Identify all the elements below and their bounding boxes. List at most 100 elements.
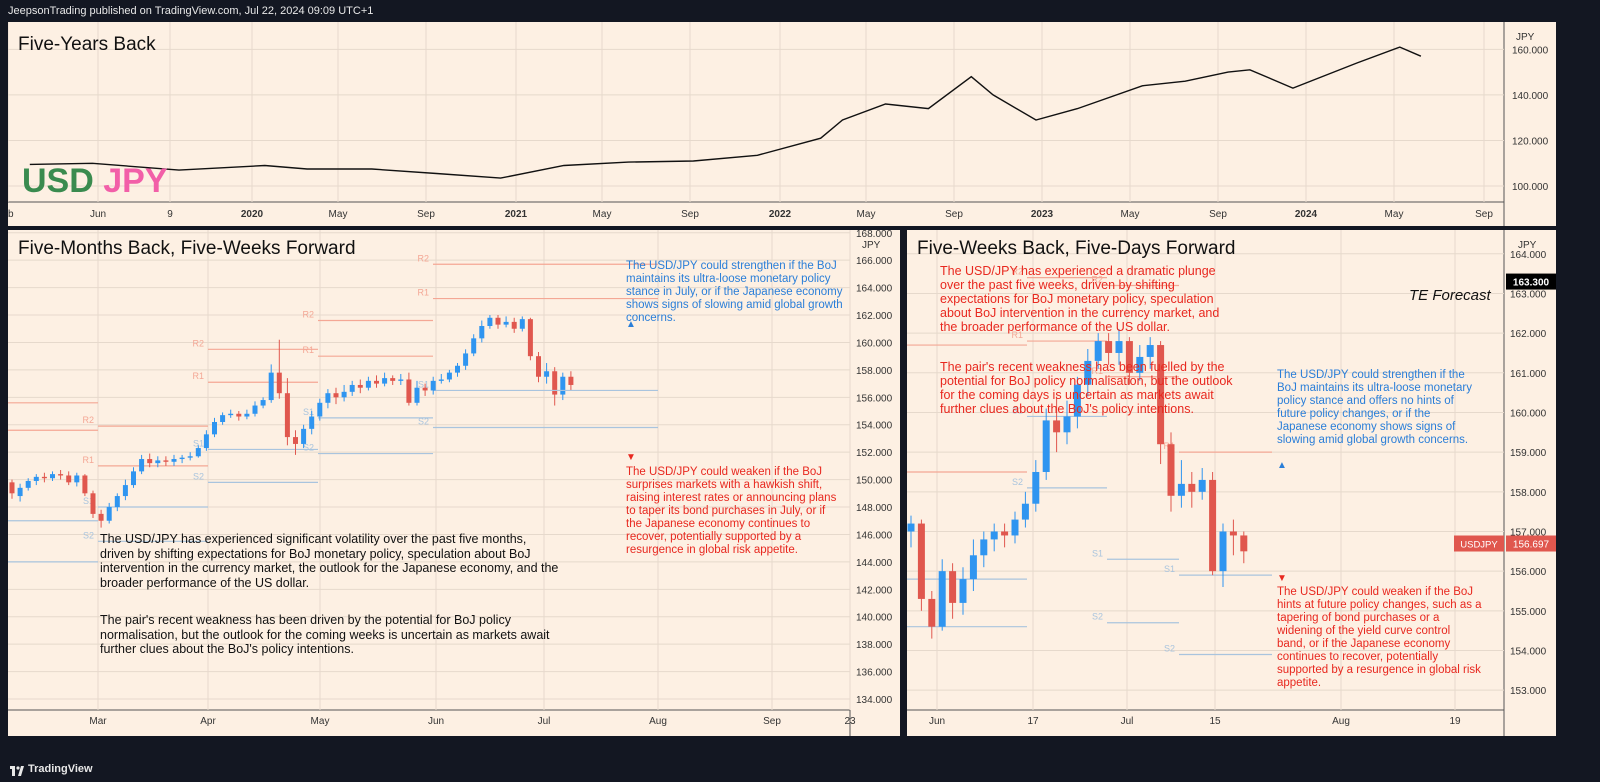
- candle-body: [1188, 483, 1196, 492]
- x-tick-label: Jun: [90, 209, 106, 220]
- pivot-label-s2: S2: [1012, 477, 1023, 487]
- y-tick-label: 166.000: [856, 256, 893, 267]
- x-tick-label: Jun: [929, 716, 945, 727]
- axis-unit-label: JPY: [1518, 240, 1537, 251]
- candle-body: [1209, 479, 1217, 572]
- up-arrow-icon: ▲: [1277, 460, 1287, 471]
- candle-body: [1136, 356, 1144, 373]
- y-tick-label: 156.000: [1510, 567, 1547, 578]
- candle-body: [455, 365, 460, 373]
- y-tick-label: 134.000: [856, 695, 893, 706]
- pivot-label-s2: S2: [193, 471, 204, 481]
- candle-body: [1115, 341, 1123, 353]
- pivot-label-r1: R1: [82, 455, 94, 465]
- x-tick-label: 2020: [241, 209, 264, 220]
- x-tick-label: Sep: [417, 209, 435, 220]
- forecast-label: TE Forecast: [1409, 287, 1491, 304]
- x-tick-label: May: [311, 716, 330, 727]
- x-tick-label: May: [329, 209, 348, 220]
- x-tick-label: May: [1385, 209, 1404, 220]
- y-tick-label: 154.000: [856, 421, 893, 432]
- candle-body: [536, 356, 541, 377]
- candle-body: [1240, 535, 1248, 552]
- candle-body: [58, 474, 64, 476]
- pivot-label-r1: R1: [192, 371, 204, 381]
- tradingview-logo-icon: [10, 766, 24, 776]
- y-tick-label: 150.000: [856, 476, 893, 487]
- candle-body: [357, 384, 363, 388]
- candle-body: [17, 487, 23, 497]
- candle-body: [1219, 531, 1227, 572]
- candle-body: [325, 393, 331, 403]
- y-tick-label: 120.000: [1512, 136, 1549, 147]
- candle-body: [959, 579, 967, 603]
- candle-body: [131, 471, 136, 486]
- x-tick-label: Sep: [763, 716, 781, 727]
- y-tick-label: 160.000: [1512, 45, 1549, 56]
- y-tick-label: 142.000: [856, 585, 893, 596]
- candle-body: [179, 457, 185, 460]
- candle-body: [1125, 341, 1133, 373]
- candle-body: [236, 413, 242, 417]
- pivot-label-r1: R1: [417, 288, 429, 298]
- candle-body: [544, 371, 550, 377]
- x-tick-label: 9: [167, 209, 173, 220]
- y-tick-label: 164.000: [1510, 250, 1547, 261]
- y-tick-label: 155.000: [1510, 607, 1547, 618]
- pivot-label-s2: S2: [303, 443, 314, 453]
- pivot-label-r2: R2: [302, 310, 314, 320]
- panel-title: Five-Weeks Back, Five-Days Forward: [917, 238, 1236, 259]
- candle-body: [122, 485, 128, 497]
- five-year-chart: eb Jun 9 2020 May Sep 2021 May Sep 2022 May Sep 2023…: [8, 22, 1549, 226]
- candle-body: [969, 555, 977, 580]
- candle-body: [479, 326, 485, 339]
- summary-text-2: The pair's recent weakness has been driv…: [100, 613, 550, 656]
- candle-body: [349, 384, 355, 392]
- last-price-value: 156.697: [1513, 540, 1550, 551]
- pivot-label-r1: R1: [302, 345, 314, 355]
- candle-body: [1105, 341, 1113, 353]
- candle-body: [293, 437, 298, 444]
- y-tick-label: 157.000: [1510, 527, 1547, 538]
- y-tick-label: 146.000: [856, 530, 893, 541]
- candle-body: [446, 372, 452, 380]
- candle-body: [212, 422, 217, 435]
- x-tick-label: Sep: [1209, 209, 1227, 220]
- axis-unit-label: JPY: [862, 240, 881, 251]
- x-tick-label: eb: [8, 209, 14, 220]
- y-tick-label: 140.000: [1512, 91, 1549, 102]
- pivot-label-s1: S1: [1012, 405, 1023, 415]
- candle-body: [114, 496, 120, 508]
- candle-body: [25, 480, 31, 488]
- candle-body: [41, 476, 47, 479]
- y-tick-label: 153.000: [1510, 686, 1547, 697]
- candle-body: [938, 571, 946, 627]
- candle-body: [276, 372, 282, 394]
- candle-body: [106, 507, 112, 521]
- y-tick-label: 136.000: [856, 668, 893, 679]
- candle-body: [301, 428, 307, 444]
- candle-body: [1157, 345, 1165, 445]
- forecast-price-value: 163.300: [1513, 278, 1550, 289]
- candle-body: [990, 531, 998, 540]
- logo-usd: USD: [22, 162, 94, 200]
- candle-body: [471, 338, 477, 354]
- five-week-chart: Jun 17 Jul 15 Aug 19 153.000 154.000 155.000 156.…: [907, 230, 1556, 736]
- candle-body: [503, 321, 509, 325]
- pivot-label-r1: R1: [1091, 366, 1103, 376]
- pivot-label-s2: S2: [1092, 612, 1103, 622]
- x-tick-label: 15: [1209, 716, 1221, 727]
- y-tick-label: 160.000: [1510, 408, 1547, 419]
- last-price-tag: [1506, 535, 1556, 552]
- candle-body: [527, 319, 533, 357]
- pivot-label-s2: S2: [1164, 643, 1175, 653]
- pivot-label-s1: S1: [1164, 564, 1175, 574]
- five-week-panel: Jun 17 Jul 15 Aug 19 153.000 154.000 155.000 156.…: [907, 230, 1556, 736]
- symbol-tag: [1454, 535, 1504, 552]
- footer: TradingView: [0, 760, 1600, 782]
- x-tick-label: 2023: [1031, 209, 1054, 220]
- pivot-label-r2: R2: [417, 253, 429, 263]
- candle-body: [1021, 503, 1029, 520]
- logo-jpy: JPY: [103, 162, 168, 200]
- pivot-label-s1: S1: [303, 407, 314, 417]
